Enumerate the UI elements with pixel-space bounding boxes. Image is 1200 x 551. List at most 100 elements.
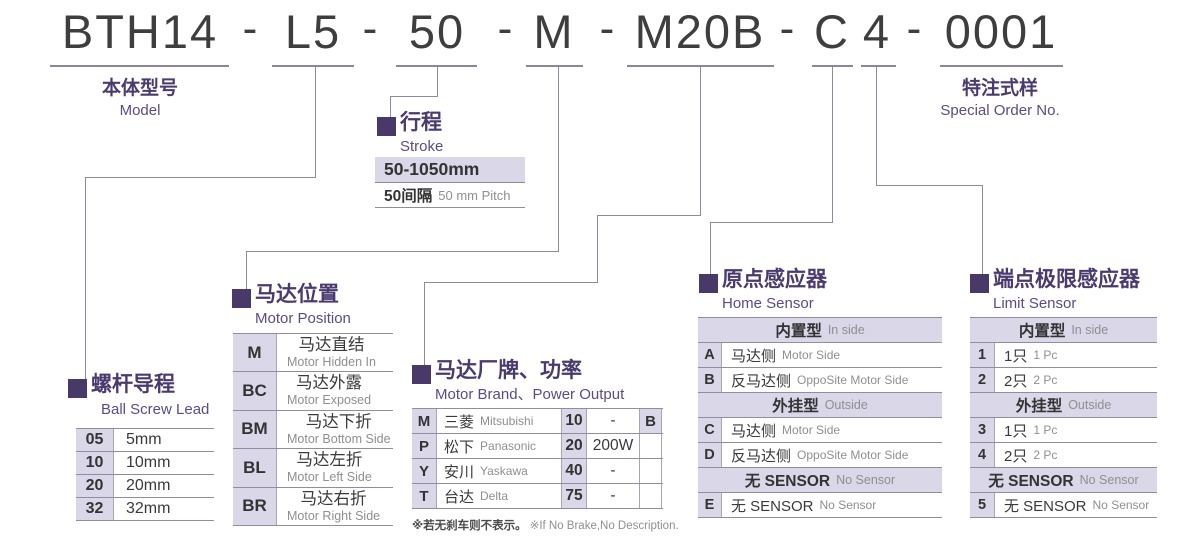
sensor-cn: 马达侧 [731,422,777,440]
lead-code: 10 [76,452,114,474]
sensor-code: 2 [970,368,995,392]
group-header-cn: 无 SENSOR [744,473,831,490]
lead-value: 5mm [126,431,162,448]
position-en: Motor Right Side [287,508,381,523]
watt-value: - [587,459,640,483]
group-header-cn: 无 SENSOR [988,473,1074,490]
special-order-caption-cn: 特注式样 [961,78,1038,99]
limit-sensor-title-en: Limit Sensor [993,295,1077,312]
sensor-en: 2 Pc [1033,448,1058,462]
table-row: 05 5mm [76,429,214,452]
underline-lead [272,65,354,67]
motor-brand-title-square-icon [412,365,431,384]
brand-en: Delta [480,489,509,503]
motor-position-table: M 马达直结 Motor Hidden In BC 马达外露 Motor Exp… [233,333,393,526]
underline-motor-position [526,65,583,67]
brand-code: M [412,409,437,433]
watt-value: 200W [587,434,640,458]
position-code: BL [233,449,277,487]
group-header-row: 外挂型 Outside [970,393,1157,418]
motor-position-title-en: Motor Position [255,310,351,327]
table-row: BC 马达外露 Motor Exposed [233,372,393,411]
sensor-en: Motor Side [782,423,841,437]
stroke-table: 50-1050mm 50间隔 50 mm Pitch [375,157,525,208]
table-row: M 马达直结 Motor Hidden In [233,334,393,373]
group-header-en: No Sensor [1079,473,1139,487]
dash: - [497,4,513,53]
table-row: 20 20mm [76,475,214,498]
group-header-row: 无 SENSOR No Sensor [698,468,942,493]
dash: - [242,4,258,53]
lead-value: 10mm [126,454,171,471]
stroke-title-en: Stroke [400,138,444,155]
sensor-en: 1 Pc [1033,423,1058,437]
position-cn: 马达下折 [305,412,372,431]
position-cn: 马达直结 [298,336,365,355]
special-order-caption-en: Special Order No. [940,102,1060,119]
sensor-cn: 1只 [1004,347,1028,365]
table-row: D 反马达侧 OppoSite Motor Side [698,443,942,468]
brand-cn: 松下 [444,438,475,456]
group-header-row: 内置型 In side [970,318,1157,343]
sensor-en: OppoSite Motor Side [797,448,909,462]
stroke-pitch-cn: 50间隔 [384,188,433,205]
sensor-code: 5 [970,493,995,517]
underline-stroke [396,65,477,67]
motor-brand-table: M 三菱 Mitsubishi 10 - B P 松下 Panasonic 20… [412,408,663,509]
table-row: T 台达 Delta 75 - [412,484,663,509]
brand-cn: 三菱 [444,413,475,431]
model-segment-special-order: 0001 [944,5,1058,58]
sensor-code: C [698,418,722,442]
sensor-code: E [698,493,722,517]
position-cn: 马达外露 [296,374,363,393]
stroke-pitch-row: 50间隔 50 mm Pitch [375,183,525,208]
position-en: Motor Left Side [287,470,372,485]
group-header-en: Outside [1068,398,1112,412]
sensor-cn: 无 SENSOR [1004,497,1087,515]
stroke-range-row: 50-1050mm [375,157,525,183]
position-cn: 马达右折 [300,489,367,508]
model-segment-home-sensor: C [814,5,850,58]
lead-code: 20 [76,475,114,497]
group-header-en: In side [827,323,865,337]
table-row: 10 10mm [76,452,214,475]
sensor-code: 4 [970,443,995,467]
watt-code: 40 [562,459,587,483]
stroke-pitch-en: 50 mm Pitch [438,187,511,203]
limit-sensor-title-cn: 端点极限感应器 [993,268,1140,291]
ball-screw-table: 05 5mm 10 10mm 20 20mm 32 32mm [76,428,214,521]
watt-code: 10 [562,409,587,433]
sensor-cn: 反马达侧 [731,372,792,390]
sensor-en: 1 Pc [1033,348,1058,362]
group-header-en: No Sensor [836,473,896,487]
group-header-cn: 内置型 [1018,323,1066,340]
dash: - [906,4,922,53]
watt-value: - [587,409,640,433]
ball-screw-title-en: Ball Screw Lead [101,401,210,418]
table-row: P 松下 Panasonic 20 200W [412,434,663,459]
brake-code [640,459,662,483]
table-row: M 三菱 Mitsubishi 10 - B [412,409,663,434]
motor-brand-title-cn: 马达厂牌、功率 [435,359,582,382]
position-code: BC [233,372,277,410]
brand-en: Yaskawa [480,464,528,478]
ball-screw-title-square-icon [68,379,87,398]
underline-body [50,65,229,67]
sensor-en: OppoSite Motor Side [797,373,909,387]
group-header-cn: 内置型 [775,323,822,340]
model-segment-lead: L5 [284,5,342,58]
table-row: C 马达侧 Motor Side [698,418,942,443]
position-en: Motor Hidden In [287,354,376,369]
watt-value: - [587,484,640,508]
group-header-cn: 外挂型 [772,398,819,415]
group-header-cn: 外挂型 [1015,398,1063,415]
sensor-en: No Sensor [1092,498,1150,512]
lead-code: 05 [76,429,114,451]
sensor-code: 3 [970,418,995,442]
group-header-en: Outside [824,398,868,412]
stroke-range-value: 50-1050mm [384,159,480,179]
group-header-row: 外挂型 Outside [698,393,942,418]
table-row: B 反马达侧 OppoSite Motor Side [698,368,942,393]
watt-code: 20 [562,434,587,458]
